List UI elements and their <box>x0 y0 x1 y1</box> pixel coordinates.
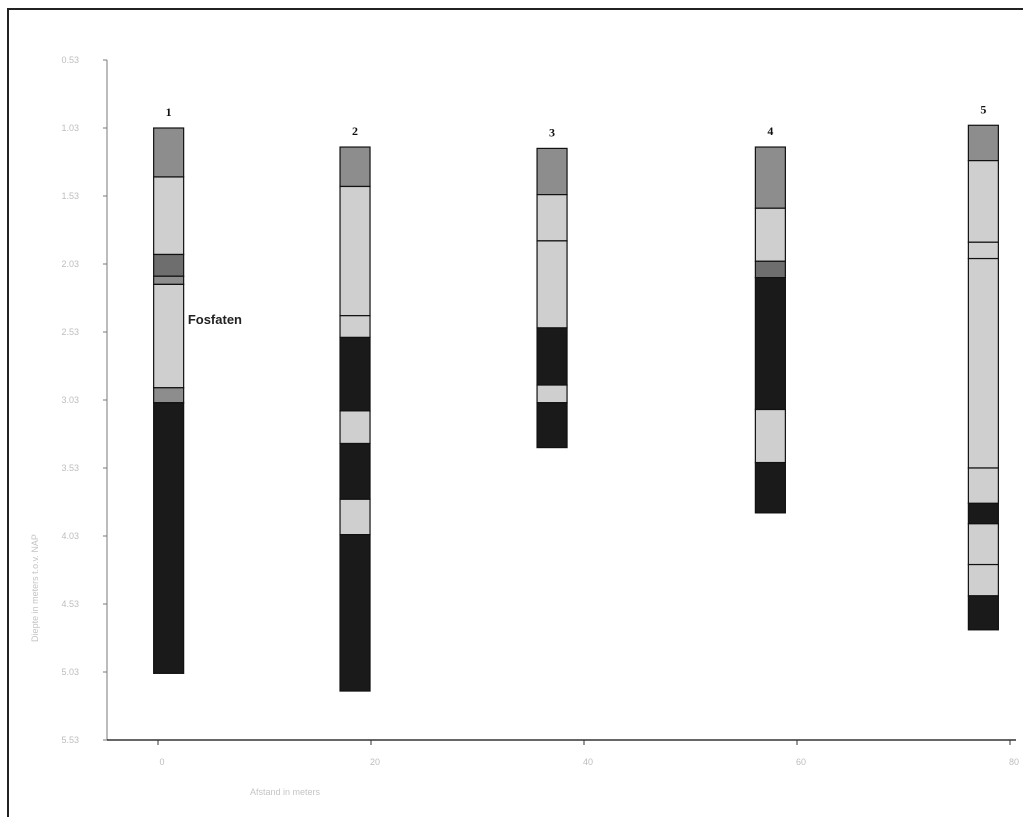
core-layer-mid <box>153 387 185 404</box>
core-layer-dark <box>339 336 371 412</box>
core-layer-dark <box>754 277 786 411</box>
core-columns: 1 2 3 4 5 <box>153 102 999 692</box>
core-layer-light <box>967 523 999 566</box>
x-axis-ticks: 0 20 40 60 80 <box>157 740 1019 767</box>
y-tick-label: 2.03 <box>61 259 79 269</box>
core-layer-light <box>339 498 371 536</box>
core-column-5: 5 <box>967 102 999 631</box>
x-tick-label: 60 <box>796 757 806 767</box>
core-label: 4 <box>767 124 773 138</box>
core-layer-dark <box>967 595 999 631</box>
y-tick-label: 5.53 <box>61 735 79 745</box>
core-layer-light <box>536 194 568 242</box>
y-tick-label: 5.03 <box>61 667 79 677</box>
core-layer-light <box>153 176 185 256</box>
core-layer-light <box>153 283 185 389</box>
core-layer-light <box>339 410 371 445</box>
core-layer-dark <box>967 502 999 525</box>
core-column-1: 1 <box>153 105 185 674</box>
core-column-3: 3 <box>536 125 568 449</box>
y-axis-ticks: 0.53 1.03 1.53 2.03 2.53 3.03 3.53 4.03 4.53 5.03… <box>61 55 107 745</box>
x-tick-label: 40 <box>583 757 593 767</box>
x-tick-label: 20 <box>370 757 380 767</box>
core-layer-mid <box>339 146 371 188</box>
x-axis-title: Afstand in meters <box>250 787 321 797</box>
chart-frame <box>7 8 1023 817</box>
y-tick-label: 3.03 <box>61 395 79 405</box>
y-tick-label: 4.03 <box>61 531 79 541</box>
core-label: 1 <box>166 105 172 119</box>
core-layer-mid <box>153 275 185 285</box>
core-layer-mid <box>153 127 185 178</box>
annotation-label: Fosfaten <box>188 312 242 327</box>
core-layer-light <box>967 467 999 504</box>
core-layer-light <box>536 240 568 329</box>
annotations: Fosfaten <box>188 312 242 327</box>
core-layer-midDark <box>754 260 786 279</box>
y-tick-label: 1.03 <box>61 123 79 133</box>
core-label: 3 <box>549 125 555 139</box>
core-label: 5 <box>980 102 986 116</box>
core-layer-light <box>967 563 999 597</box>
y-tick-label: 0.53 <box>61 55 79 65</box>
core-layer-dark <box>754 461 786 514</box>
y-tick-label: 1.53 <box>61 191 79 201</box>
y-tick-label: 3.53 <box>61 463 79 473</box>
core-layer-light <box>754 408 786 464</box>
core-column-2: 2 <box>339 124 371 692</box>
core-label: 2 <box>352 124 358 138</box>
core-layer-light <box>967 160 999 243</box>
core-layer-mid <box>967 124 999 162</box>
core-layer-mid <box>536 147 568 196</box>
core-column-4: 4 <box>754 124 786 514</box>
y-tick-label: 2.53 <box>61 327 79 337</box>
x-tick-label: 80 <box>1009 757 1019 767</box>
y-tick-label: 4.53 <box>61 599 79 609</box>
core-layer-light <box>339 315 371 339</box>
core-layer-dark <box>536 327 568 386</box>
core-layer-light <box>339 185 371 317</box>
core-layer-dark <box>339 442 371 500</box>
core-layer-dark <box>153 402 185 674</box>
core-layer-light <box>967 241 999 260</box>
y-axis-title: Diepte in meters t.o.v. NAP <box>30 534 40 642</box>
core-layer-light <box>754 207 786 262</box>
core-layer-midDark <box>153 253 185 277</box>
core-layer-dark <box>536 402 568 449</box>
x-tick-label: 0 <box>159 757 164 767</box>
core-layer-dark <box>339 534 371 692</box>
core-layer-light <box>536 384 568 404</box>
core-layer-light <box>967 257 999 469</box>
core-layer-mid <box>754 146 786 209</box>
